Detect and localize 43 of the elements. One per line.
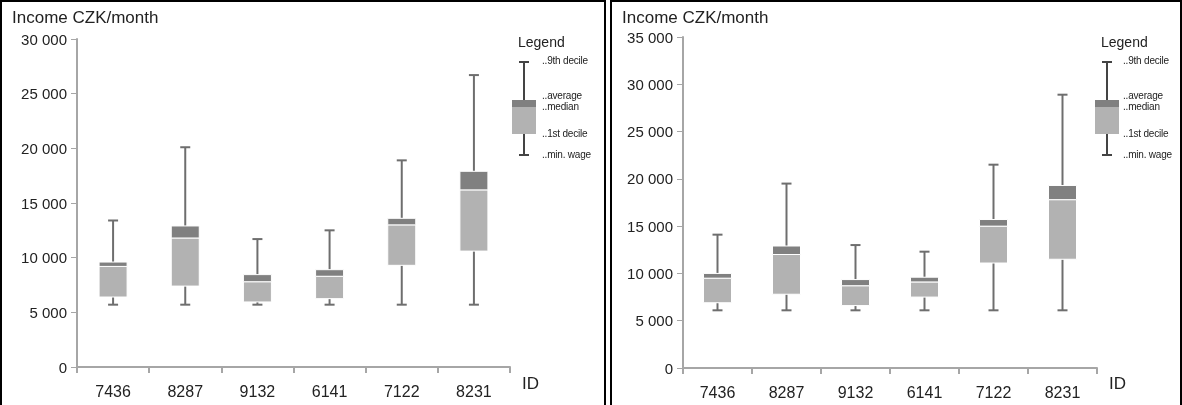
text: ..median [542,101,579,112]
x-axis-title: ID [1109,374,1126,394]
text: ..min. wage [1123,149,1172,160]
y-tick-label: 30 000 [627,75,673,93]
y-axis-title: Income CZK/month [12,8,159,28]
x-tick-label: 7436 [699,383,736,401]
text: ..1st decile [1123,128,1169,139]
text: ..9th decile [542,55,588,66]
x-tick-label: 6141 [311,382,348,400]
y-axis-title: Income CZK/month [622,8,769,28]
y-tick-label: 5 000 [29,303,67,321]
x-tick-label: 8287 [167,382,204,400]
x-tick-label: 9132 [837,383,874,401]
y-tick-label: 25 000 [21,85,67,103]
y-tick-label: 0 [664,359,673,377]
y-tick-label: 25 000 [627,123,673,141]
y-tick-label: 10 000 [21,249,67,267]
y-tick-label: 20 000 [627,170,673,188]
x-tick-label: 8231 [456,382,492,400]
text: ..1st decile [542,128,588,139]
y-tick-label: 30 000 [21,30,67,48]
text: ..9th decile [1123,55,1169,66]
x-tick-label: 8287 [768,383,805,401]
x-tick-label: 7436 [95,382,131,400]
x-tick-label: 7122 [975,383,1012,401]
y-tick-label: 15 000 [627,217,673,235]
x-axis-title: ID [522,374,539,394]
x-tick-label: 7122 [383,382,420,400]
legend-title: Legend [1101,34,1148,50]
text: ..median [1123,101,1160,112]
y-tick-label: 0 [58,358,67,376]
y-tick-label: 20 000 [21,139,67,157]
legend-title: Legend [518,34,565,50]
x-tick-label: 8231 [1044,383,1081,401]
y-tick-label: 10 000 [627,264,673,282]
y-tick-label: 35 000 [627,28,673,46]
x-tick-label: 9132 [239,382,276,400]
y-tick-label: 5 000 [635,312,673,330]
y-tick-label: 15 000 [21,194,67,212]
text: ..average [542,90,582,101]
text: ..average [1123,90,1163,101]
x-tick-label: 6141 [906,383,943,401]
text: ..min. wage [542,149,591,160]
